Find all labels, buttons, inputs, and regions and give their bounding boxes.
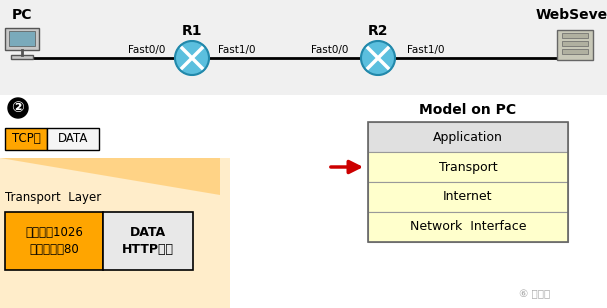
Text: Transport: Transport bbox=[439, 160, 497, 173]
Polygon shape bbox=[0, 158, 220, 195]
Text: ⑥ 亿速云: ⑥ 亿速云 bbox=[520, 289, 551, 299]
Circle shape bbox=[8, 98, 28, 118]
Bar bbox=[562, 33, 588, 38]
Text: R1: R1 bbox=[181, 24, 202, 38]
Bar bbox=[0, 158, 230, 308]
Text: TCP头: TCP头 bbox=[12, 132, 41, 145]
Text: Internet: Internet bbox=[443, 191, 493, 204]
Bar bbox=[5, 28, 39, 50]
Bar bbox=[368, 212, 568, 242]
Bar bbox=[5, 212, 103, 270]
Bar bbox=[562, 49, 588, 54]
Bar bbox=[368, 182, 568, 212]
Text: DATA
HTTP荷载: DATA HTTP荷载 bbox=[122, 226, 174, 256]
Text: Transport  Layer: Transport Layer bbox=[5, 192, 101, 205]
Bar bbox=[0, 0, 607, 95]
Text: Fast1/0: Fast1/0 bbox=[219, 45, 256, 55]
Text: Fast0/0: Fast0/0 bbox=[311, 45, 348, 55]
Bar bbox=[368, 122, 568, 152]
Text: Model on PC: Model on PC bbox=[419, 103, 517, 117]
Text: Fast0/0: Fast0/0 bbox=[128, 45, 166, 55]
Text: Network  Interface: Network Interface bbox=[410, 221, 526, 233]
Text: Application: Application bbox=[433, 131, 503, 144]
Text: WebSever: WebSever bbox=[535, 8, 607, 22]
Bar bbox=[368, 152, 568, 182]
Text: Fast1/0: Fast1/0 bbox=[407, 45, 445, 55]
Text: R2: R2 bbox=[368, 24, 388, 38]
Bar bbox=[9, 31, 35, 46]
Text: 源端口号1026
目的端口号80: 源端口号1026 目的端口号80 bbox=[25, 226, 83, 256]
Bar bbox=[103, 212, 193, 270]
Bar bbox=[11, 55, 33, 59]
Bar bbox=[368, 122, 568, 242]
Bar bbox=[562, 41, 588, 46]
Bar bbox=[47, 128, 99, 150]
Circle shape bbox=[361, 41, 395, 75]
Text: PC: PC bbox=[12, 8, 32, 22]
Circle shape bbox=[175, 41, 209, 75]
Text: ②: ② bbox=[12, 100, 24, 116]
Text: DATA: DATA bbox=[58, 132, 88, 145]
Bar bbox=[5, 128, 47, 150]
Bar bbox=[557, 30, 593, 60]
